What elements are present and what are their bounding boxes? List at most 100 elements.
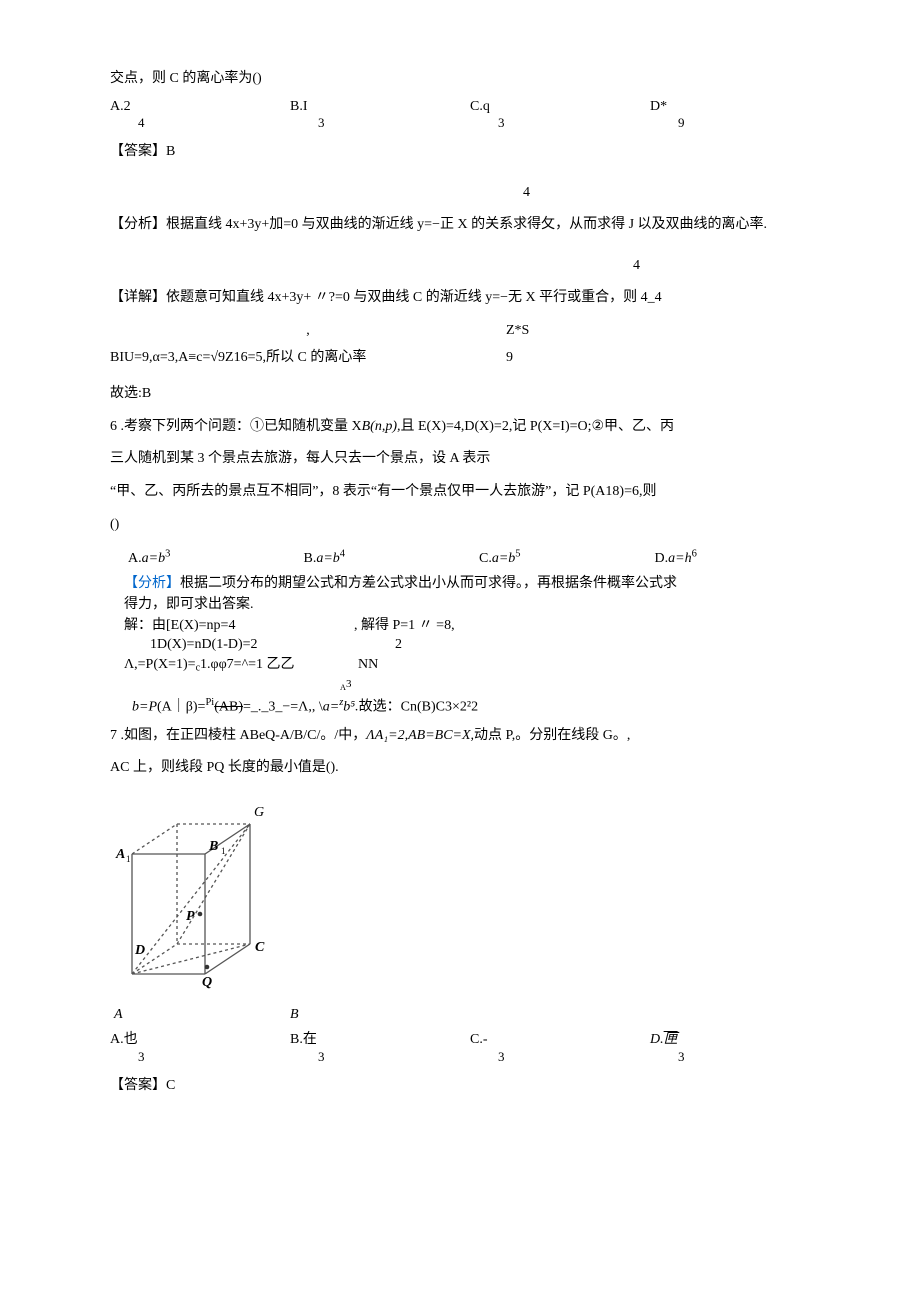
q7-opt-d: D.匣 3 bbox=[650, 1032, 830, 1064]
text: 。/中， bbox=[320, 728, 366, 743]
text: 6 .考察下列两个问题：①已知随机变量 X bbox=[110, 419, 362, 434]
text: =_._3_−=Λ,, \ bbox=[243, 699, 323, 714]
q6-options: A.a=b3 B.a=b4 C.a=b5 D.a=h6 bbox=[110, 544, 830, 572]
text: b⁵. bbox=[343, 699, 358, 714]
text-ital: B(n,p), bbox=[362, 419, 401, 434]
q6-opt-d: D.a=h6 bbox=[655, 544, 831, 572]
option-label: A.a=b3 bbox=[128, 551, 170, 566]
q5-detail: 【详解】依题意可知直线 4x+3y+ 〃?=0 与双曲线 C 的渐近线 y=−无… bbox=[110, 285, 830, 312]
option-sub: 3 bbox=[470, 1049, 505, 1065]
option-label: C.- bbox=[470, 1032, 488, 1049]
q5-answer: 【答案】B bbox=[110, 139, 830, 166]
text: 2 bbox=[395, 637, 402, 652]
text: 根据二项分布的期望公式和方差公式求出小从而可求得。，再根据条件概率公式求 bbox=[180, 576, 677, 591]
text: 动点 P,。分别在线段 G。, bbox=[474, 728, 630, 743]
option-sub: 3 bbox=[290, 1049, 325, 1065]
q6-analysis-2: 得力，即可求出答案. bbox=[110, 595, 830, 615]
prism-diagram: G B 1 A 1 P D C Q bbox=[110, 796, 285, 1006]
q6-opt-c: C.a=b5 bbox=[479, 544, 655, 572]
option-label: B.在 bbox=[290, 1032, 317, 1049]
q5-analysis: 【分析】根据直线 4x+3y+加=0 与双曲线的渐近线 y=−正 X 的关系求得… bbox=[110, 212, 830, 239]
option-label: D.匣 bbox=[650, 1032, 678, 1049]
q5-opt-b: B.I 3 bbox=[290, 99, 470, 131]
q7-opt-a: A.也 3 bbox=[110, 1032, 290, 1064]
q6-stem-2: 三人随机到某 3 个景点去旅游，每人只去一个景点，设 A 表示 bbox=[110, 446, 830, 473]
label-d: D bbox=[134, 943, 145, 958]
option-label: D* bbox=[650, 99, 667, 116]
text: Λ,=P(X=1)= bbox=[124, 657, 196, 672]
option-label: C.a=b5 bbox=[479, 551, 521, 566]
option-sub: 4 bbox=[110, 115, 145, 131]
q7-opt-c: C.- 3 bbox=[470, 1032, 650, 1064]
q6-stem-4: () bbox=[110, 512, 830, 539]
option-label: B.a=b4 bbox=[304, 551, 346, 566]
option-sub: 9 bbox=[650, 115, 685, 131]
q7-opt-b: B.在 3 bbox=[290, 1032, 470, 1064]
label-c: C bbox=[255, 940, 265, 955]
text-ital: ΛA₁=2,AB=BC=X, bbox=[366, 728, 474, 743]
q5-opt-a: A.2 4 bbox=[110, 99, 290, 131]
label-p: P bbox=[186, 909, 195, 924]
text: 7 .如图，在正四棱柱 ABeQ-A/B/C/ bbox=[110, 728, 320, 743]
text: 1.φφ7=^=1 乙乙 bbox=[200, 657, 295, 672]
q6-sol-2: 1D(X)=nD(1-D)=22 bbox=[110, 636, 830, 655]
text-strike: (AB) bbox=[214, 699, 243, 714]
q5-zs: Z*S bbox=[506, 318, 830, 345]
q5-select: 故选:B bbox=[110, 381, 830, 408]
text: 1D(X)=nD(1-D)=2 bbox=[150, 636, 395, 655]
label-a1-sub: 1 bbox=[126, 854, 131, 864]
label-a: A bbox=[110, 1002, 290, 1029]
q5-calc-left: BIU=9,α=3,A≡c=√9Z16=5,所以 C 的离心率 bbox=[110, 345, 506, 372]
option-label: A.也 bbox=[110, 1032, 138, 1049]
text: NN bbox=[358, 657, 378, 672]
option-sub: 3 bbox=[110, 1049, 145, 1065]
q6-opt-a: A.a=b3 bbox=[128, 544, 304, 572]
text-over: 匣 bbox=[664, 1032, 678, 1047]
q7-answer: 【答案】C bbox=[110, 1073, 830, 1100]
text: , 解得 P=1 〃 =8, bbox=[354, 618, 455, 633]
q5-opt-c: C.q 3 bbox=[470, 99, 650, 131]
q5-mid-num2: 4 bbox=[110, 253, 830, 280]
text: 且 E(X)=4,D(X)=2,记 P(X=I)=O;②甲、乙、丙 bbox=[401, 419, 675, 434]
q5-row-calc: BIU=9,α=3,A≡c=√9Z16=5,所以 C 的离心率 9 bbox=[110, 345, 830, 372]
q7-figure: G B 1 A 1 P D C Q bbox=[110, 796, 830, 1006]
option-sub: 3 bbox=[650, 1049, 685, 1065]
option-sub: 3 bbox=[470, 115, 505, 131]
q7-stem-1: 7 .如图，在正四棱柱 ABeQ-A/B/C/。/中，ΛA₁=2,AB=BC=X… bbox=[110, 723, 830, 750]
option-label: D.a=h6 bbox=[655, 551, 697, 566]
label-q: Q bbox=[202, 975, 212, 990]
q6-sol-4: b=P(A｜β)=Pi(AB)=_._3_−=Λ,, \a=zb⁵.故选：Cn(… bbox=[110, 696, 830, 717]
text: a= bbox=[323, 699, 339, 714]
q5-opt-d: D* 9 bbox=[650, 99, 830, 131]
option-label: A.2 bbox=[110, 99, 131, 116]
q7-ab-row: A B bbox=[110, 1002, 830, 1029]
option-label: B.I bbox=[290, 99, 308, 116]
q5-mid-num: 4 bbox=[110, 180, 830, 207]
text: 解：由[E(X)=np=4 bbox=[124, 616, 354, 636]
analysis-label: 【分析】 bbox=[124, 576, 180, 591]
text: (A｜β)= bbox=[157, 699, 205, 714]
q6-sol-1: 解：由[E(X)=np=4, 解得 P=1 〃 =8, bbox=[110, 616, 830, 636]
q6-stem-3: “甲、乙、丙所去的景点互不相同”，8 表示“有一个景点仅甲一人去旅游”，记 P(… bbox=[110, 479, 830, 506]
q7-stem-2: AC 上，则线段 PQ 长度的最小值是(). bbox=[110, 755, 830, 782]
option-label: C.q bbox=[470, 99, 490, 116]
q5-row-top: , Z*S bbox=[110, 318, 830, 345]
text: 3 bbox=[346, 678, 352, 690]
q6-opt-b: B.a=b4 bbox=[304, 544, 480, 572]
label-b: B bbox=[290, 1002, 470, 1029]
label-b1-sub: 1 bbox=[221, 846, 226, 856]
text: D. bbox=[650, 1032, 664, 1047]
q5-comma: , bbox=[110, 318, 506, 345]
q5-options: A.2 4 B.I 3 C.q 3 D* 9 bbox=[110, 99, 830, 131]
q5-calc-right: 9 bbox=[506, 345, 830, 372]
q6-sol-3: Λ,=P(X=1)=c1.φφ7=^=1 乙乙 NN bbox=[110, 656, 830, 675]
q6-sub-a3: A3 bbox=[110, 677, 830, 694]
text: b=P bbox=[132, 699, 157, 714]
sup-pi: Pi bbox=[205, 697, 214, 708]
option-sub: 3 bbox=[290, 115, 325, 131]
q6-stem-1: 6 .考察下列两个问题：①已知随机变量 XB(n,p),且 E(X)=4,D(X… bbox=[110, 414, 830, 441]
label-a1: A bbox=[115, 847, 125, 862]
q6-analysis: 【分析】根据二项分布的期望公式和方差公式求出小从而可求得。，再根据条件概率公式求 bbox=[110, 574, 830, 594]
q5-stem: 交点，则 C 的离心率为() bbox=[110, 66, 830, 93]
label-g: G bbox=[254, 805, 264, 820]
